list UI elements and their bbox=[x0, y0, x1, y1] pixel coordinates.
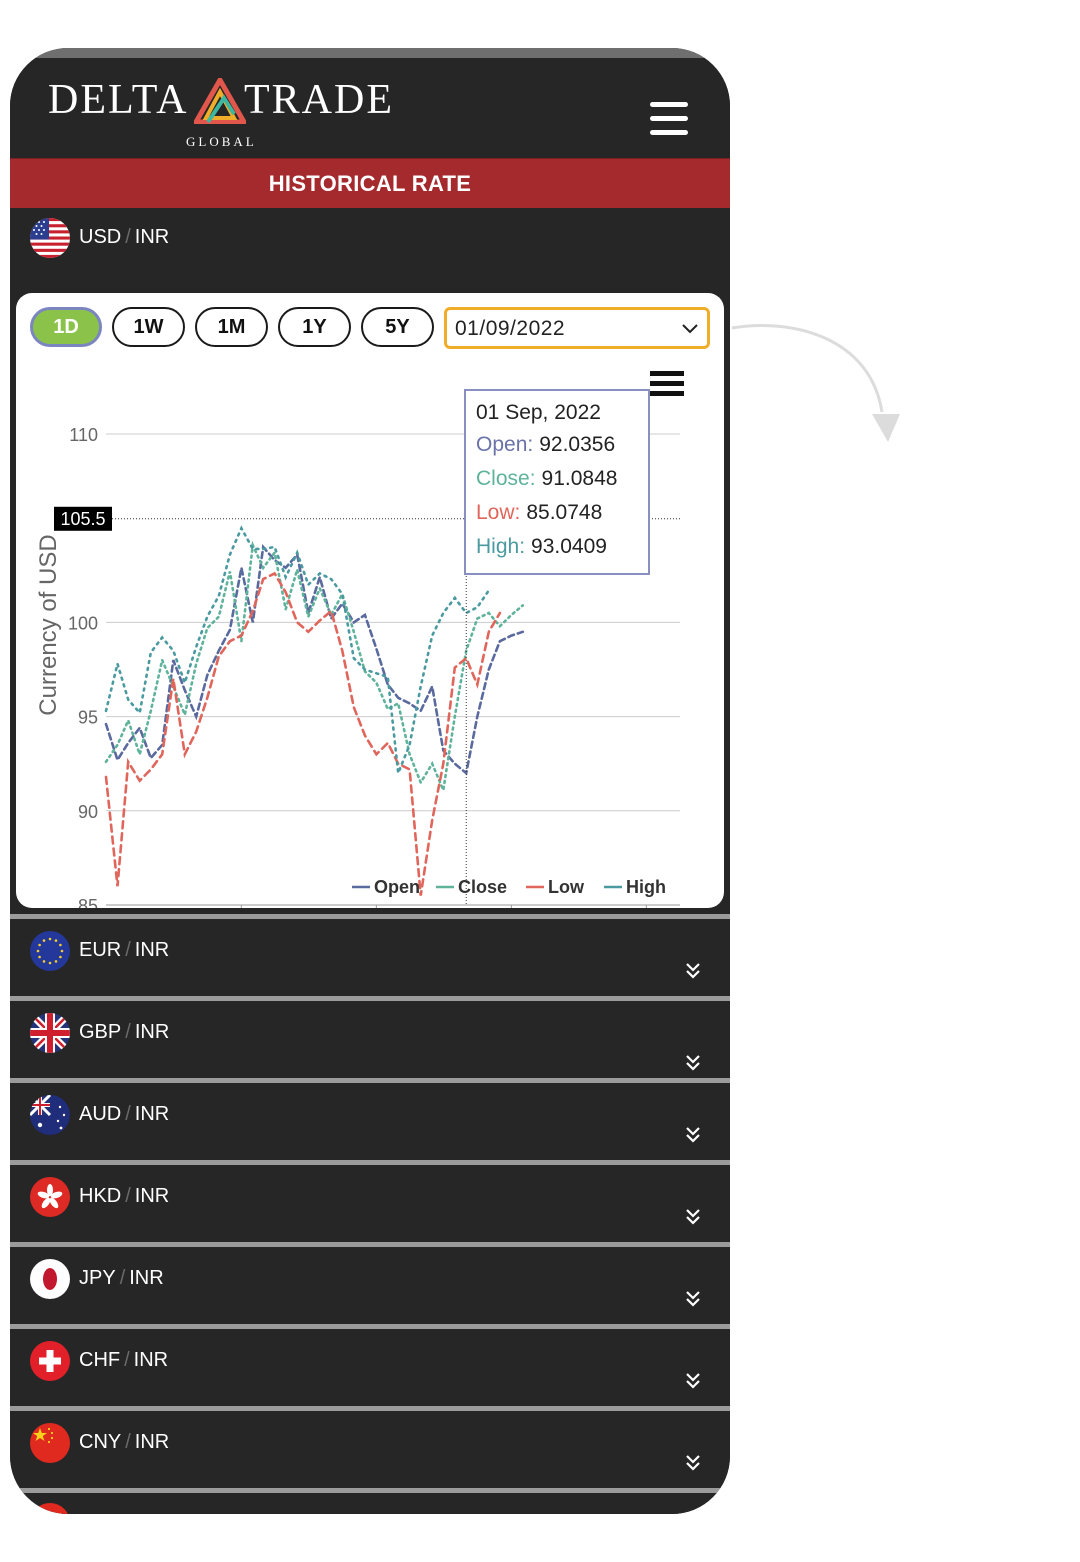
chart-tooltip: 01 Sep, 2022 Open: 92.0356 Close: 91.0848 … bbox=[464, 389, 650, 575]
crosshair-y-label-bg bbox=[54, 506, 112, 531]
chart-menu-icon[interactable] bbox=[650, 371, 684, 396]
expand-chevron-icon[interactable] bbox=[683, 1289, 703, 1309]
y-tick-label: 95 bbox=[78, 708, 98, 728]
y-tick-label: 90 bbox=[78, 802, 98, 822]
divider bbox=[10, 1242, 730, 1247]
pair-label: CHF / INR bbox=[79, 1349, 169, 1371]
au-flag-icon bbox=[30, 1095, 70, 1135]
range-button-1y[interactable]: 1Y bbox=[278, 307, 351, 347]
tooltip-open: Open: 92.0356 bbox=[476, 433, 616, 456]
legend-label-close: Close bbox=[458, 877, 507, 897]
y-tick-label: 85 bbox=[78, 896, 98, 908]
expand-chevron-icon[interactable] bbox=[683, 1453, 703, 1473]
series-line-high bbox=[104, 525, 491, 774]
expand-chevron-icon[interactable] bbox=[683, 961, 703, 981]
pair-row-hkd[interactable]: HKD / INR bbox=[10, 1165, 730, 1242]
menu-icon[interactable] bbox=[650, 102, 688, 136]
delta-logo-icon bbox=[194, 78, 246, 124]
uk-flag-icon bbox=[30, 1013, 70, 1053]
tooltip-close: Close: 91.0848 bbox=[476, 467, 618, 490]
series-line-close bbox=[104, 540, 525, 795]
y-tick-label: 110 bbox=[69, 425, 98, 445]
pair-label: HKD / INR bbox=[79, 1185, 170, 1207]
pair-label: AUD / INR bbox=[79, 1103, 170, 1125]
brand-name-left: DELTA bbox=[48, 77, 189, 123]
jp-flag-icon bbox=[30, 1259, 70, 1299]
legend-label-high: High bbox=[626, 877, 666, 897]
hk-flag-icon bbox=[30, 1177, 70, 1217]
eu-flag-icon bbox=[30, 931, 70, 971]
pair-row-jpy[interactable]: JPY / INR bbox=[10, 1247, 730, 1324]
phone-top-edge bbox=[10, 48, 730, 58]
divider bbox=[10, 996, 730, 1001]
brand-name-right: TRADE bbox=[244, 77, 394, 123]
expand-chevron-icon[interactable] bbox=[683, 1371, 703, 1391]
divider bbox=[10, 1324, 730, 1329]
pair-row-chf[interactable]: CHF / INR bbox=[10, 1329, 730, 1406]
crosshair-y-label: 105.5 bbox=[60, 509, 105, 529]
divider bbox=[10, 1078, 730, 1083]
pair-row-cny[interactable]: CNY / INR bbox=[10, 1411, 730, 1488]
date-select[interactable]: 01/09/2022 bbox=[444, 307, 710, 349]
series-line-open bbox=[104, 543, 525, 776]
page-title: HISTORICAL RATE bbox=[268, 171, 472, 196]
range-button-1m[interactable]: 1M bbox=[195, 307, 268, 347]
pair-row-eur[interactable]: EUR / INR bbox=[10, 919, 730, 996]
pair-label: USD / INR bbox=[79, 226, 170, 248]
pair-label: CNY / INR bbox=[79, 1431, 170, 1453]
expand-chevron-icon[interactable] bbox=[683, 1125, 703, 1145]
divider bbox=[10, 1160, 730, 1165]
tooltip-high: High: 93.0409 bbox=[476, 535, 607, 558]
legend-label-low: Low bbox=[548, 877, 585, 897]
expand-chevron-icon[interactable] bbox=[683, 1053, 703, 1073]
chart-card: 1D 1W 1M 1Y 5Y 01/09/2022 105.5 110 100 95… bbox=[16, 293, 724, 908]
pair-row-partial[interactable] bbox=[10, 1493, 730, 1514]
brand-logo[interactable]: DELTA TRADE GLOBAL bbox=[48, 76, 408, 156]
flag-partial-icon bbox=[30, 1503, 70, 1514]
divider bbox=[10, 914, 730, 919]
tooltip-date: 01 Sep, 2022 bbox=[476, 401, 601, 424]
chevron-down-icon bbox=[682, 324, 698, 334]
ch-flag-icon bbox=[30, 1341, 70, 1381]
range-button-1d[interactable]: 1D bbox=[30, 307, 102, 347]
app-header: DELTA TRADE GLOBAL bbox=[10, 58, 730, 158]
pair-row-usd[interactable]: USD / INR bbox=[10, 208, 730, 298]
curved-arrow-icon bbox=[731, 324, 900, 442]
pair-label: JPY / INR bbox=[79, 1267, 164, 1289]
date-select-value: 01/09/2022 bbox=[455, 317, 566, 340]
page-title-bar: HISTORICAL RATE bbox=[10, 158, 730, 208]
y-tick-label: 100 bbox=[68, 613, 98, 633]
pair-row-gbp[interactable]: GBP / INR bbox=[10, 1001, 730, 1078]
brand-subtitle: GLOBAL bbox=[186, 134, 257, 149]
phone-frame: DELTA TRADE GLOBAL HISTORICAL RATE bbox=[10, 48, 730, 1514]
range-button-5y[interactable]: 5Y bbox=[361, 307, 434, 347]
pair-row-aud[interactable]: AUD / INR bbox=[10, 1083, 730, 1160]
tooltip-low: Low: 85.0748 bbox=[476, 501, 603, 524]
pair-label: EUR / INR bbox=[79, 939, 170, 961]
range-button-1w[interactable]: 1W bbox=[112, 307, 185, 347]
y-axis-title: Currency of USD bbox=[35, 534, 62, 715]
pair-label: GBP / INR bbox=[79, 1021, 170, 1043]
divider bbox=[10, 1406, 730, 1411]
cn-flag-icon bbox=[30, 1423, 70, 1463]
expand-chevron-icon[interactable] bbox=[683, 1207, 703, 1227]
us-flag-icon bbox=[30, 218, 70, 258]
legend-label-open: Open bbox=[374, 877, 420, 897]
series-line-low bbox=[104, 571, 502, 896]
divider bbox=[10, 1488, 730, 1493]
